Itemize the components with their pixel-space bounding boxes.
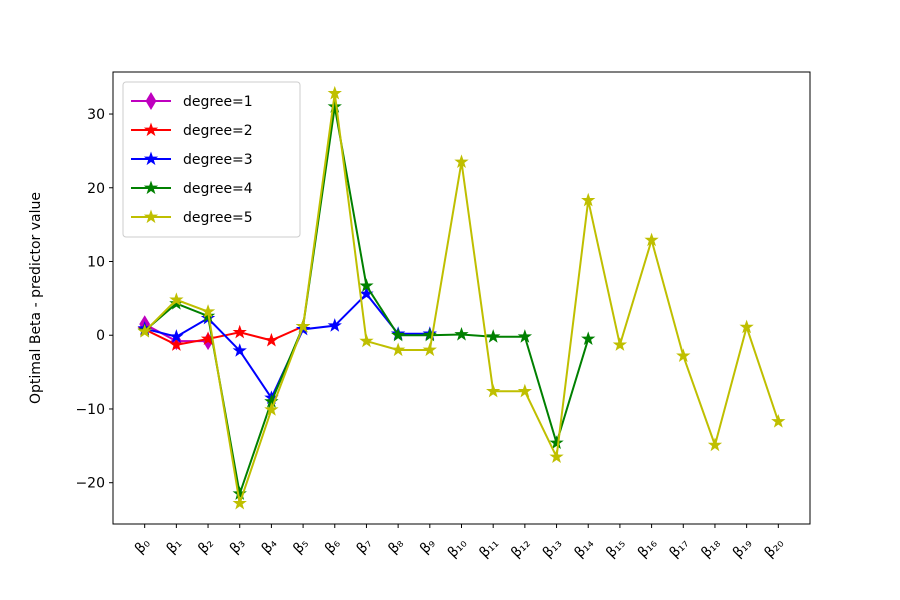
data-point	[612, 337, 628, 351]
series	[137, 85, 786, 510]
data-point	[549, 449, 564, 463]
legend-label: degree=3	[183, 152, 253, 168]
x-tick-label: β₁₄	[571, 535, 597, 561]
legend-label: degree=1	[183, 94, 253, 110]
y-tick-label: 30	[87, 107, 105, 123]
x-tick-label: β₁₁	[476, 536, 502, 562]
x-tick-label: β₁	[164, 536, 186, 558]
x-tick-label: β₆	[322, 535, 344, 557]
x-tick-label: β₁₂	[508, 536, 534, 562]
data-point	[454, 326, 469, 341]
data-point	[169, 292, 184, 306]
x-tick-label: β₈	[385, 535, 407, 557]
data-point	[232, 343, 247, 357]
data-point	[390, 327, 406, 342]
y-tick-label: 10	[87, 255, 105, 271]
legend-marker	[145, 92, 157, 110]
data-point	[517, 383, 533, 398]
data-point	[327, 85, 342, 100]
y-tick-label: −10	[75, 402, 105, 418]
data-point	[390, 342, 406, 357]
data-point	[771, 413, 786, 428]
data-point	[454, 154, 469, 169]
data-point	[232, 324, 247, 339]
data-point	[359, 333, 374, 348]
legend-marker	[143, 151, 159, 166]
x-tick-label: β₁₉	[730, 535, 756, 561]
legend-marker	[143, 122, 159, 137]
data-point	[327, 318, 342, 332]
x-tick-label: β₁₅	[603, 536, 629, 562]
data-point	[676, 348, 691, 362]
data-point	[486, 383, 501, 398]
data-point	[232, 495, 247, 510]
x-tick-label: β₄	[259, 535, 281, 557]
data-point	[422, 342, 437, 357]
legend-marker	[143, 180, 159, 195]
plot-frame	[112, 71, 811, 525]
data-point	[422, 327, 437, 342]
x-tick-label: β₅	[290, 536, 312, 558]
x-tick-label: β₂	[195, 536, 217, 558]
data-point	[264, 332, 279, 347]
x-tick-label: β₁₃	[540, 536, 566, 562]
y-tick-label: 0	[96, 328, 105, 344]
data-point	[327, 99, 342, 113]
data-point	[169, 337, 184, 351]
x-tick-label: β₉	[417, 535, 439, 557]
data-point	[264, 402, 279, 416]
data-point	[169, 329, 184, 343]
x-tick-label: β₁₇	[667, 536, 693, 562]
data-point	[644, 232, 659, 247]
legend-label: degree=4	[183, 181, 253, 197]
data-point	[359, 278, 374, 292]
data-point	[137, 324, 152, 338]
x-tick-label: β₁₈	[698, 535, 724, 561]
data-point	[200, 304, 216, 318]
y-tick-label: −20	[75, 476, 105, 492]
legend-marker	[143, 209, 159, 224]
x-tick-label: β₁₀	[445, 535, 471, 561]
data-point	[581, 331, 596, 346]
data-point	[739, 319, 754, 334]
data-point	[486, 329, 501, 343]
data-point	[581, 192, 596, 207]
x-tick-label: β₇	[354, 536, 376, 558]
x-tick-label: β₃	[227, 536, 249, 558]
y-tick-label: 20	[87, 181, 105, 197]
data-point	[517, 329, 533, 343]
series	[137, 286, 437, 405]
legend-box	[122, 81, 301, 238]
legend-label: degree=5	[183, 210, 253, 226]
data-point	[295, 318, 311, 333]
x-tick-label: β₁₆	[635, 535, 661, 561]
x-tick-label: β₀	[132, 535, 154, 557]
y-axis-label: Optimal Beta - predictor value	[28, 192, 44, 404]
legend-label: degree=2	[183, 123, 253, 139]
x-tick-label: β₂₀	[762, 535, 788, 561]
data-point	[707, 437, 723, 452]
data-point	[549, 435, 564, 449]
